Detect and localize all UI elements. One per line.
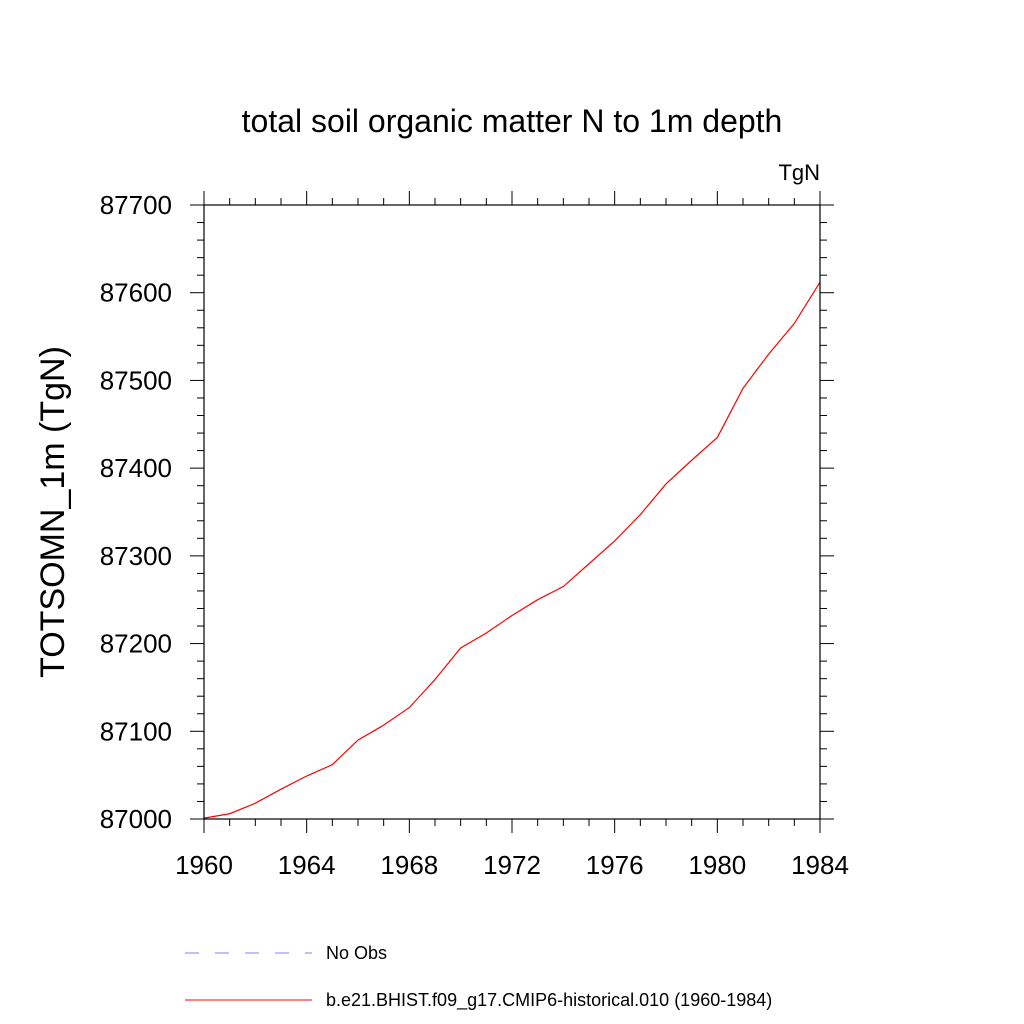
legend-label: No Obs — [326, 943, 387, 963]
x-tick-label: 1964 — [278, 850, 336, 880]
legend: No Obs b.e21.BHIST.f09_g17.CMIP6-historic… — [185, 943, 772, 1011]
series-layer — [203, 281, 821, 819]
x-tick-label: 1972 — [483, 850, 541, 880]
plot-frame — [203, 204, 821, 820]
y-tick-label: 87600 — [100, 278, 172, 308]
x-tick-label: 1976 — [586, 850, 644, 880]
x-tick-label: 1980 — [688, 850, 746, 880]
y-tick-label: 87200 — [100, 629, 172, 659]
legend-label: b.e21.BHIST.f09_g17.CMIP6-historical.010… — [326, 990, 772, 1011]
units-label: TgN — [778, 160, 820, 185]
y-tick-label: 87400 — [100, 453, 172, 483]
x-tick-labels: 1960 1964 1968 1972 1976 1980 1984 — [175, 850, 849, 880]
axis-ticks — [190, 191, 834, 833]
x-tick-label: 1984 — [791, 850, 849, 880]
chart-title: total soil organic matter N to 1m depth — [242, 103, 783, 139]
y-axis-label: TOTSOMN_1m (TgN) — [34, 346, 72, 678]
series-line — [203, 281, 821, 819]
x-tick-label: 1960 — [175, 850, 233, 880]
y-tick-label: 87000 — [100, 804, 172, 834]
y-tick-label: 87300 — [100, 541, 172, 571]
y-tick-labels: 87000 87100 87200 87300 87400 87500 87600 87700 — [100, 190, 172, 834]
y-tick-label: 87700 — [100, 190, 172, 220]
x-tick-label: 1968 — [380, 850, 438, 880]
y-tick-label: 87500 — [100, 365, 172, 395]
y-tick-label: 87100 — [100, 716, 172, 746]
